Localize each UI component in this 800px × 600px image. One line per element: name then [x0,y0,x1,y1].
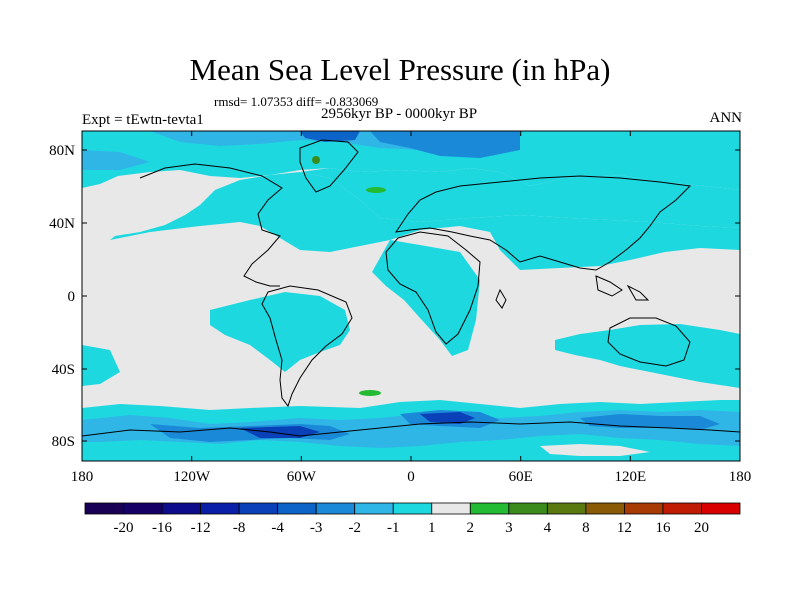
south-atlantic-positive [359,390,381,396]
arctic-core-negative [300,131,360,142]
colorbar-swatch [585,502,625,515]
greenland-coast [299,139,359,193]
south-pacific-negative-region [82,345,120,386]
colorbar-label: -4 [271,520,284,536]
lat-label: 40S [52,362,75,378]
colorbar-label: 16 [655,520,671,536]
colorbar-swatch [200,502,240,515]
colorbar-swatch [431,502,471,515]
africa-negative-region [372,240,480,356]
midlat-negative-region [110,172,740,270]
colorbar-label: 12 [617,520,632,536]
lat-label: 80N [49,143,75,159]
colorbar-label: -16 [152,520,172,536]
colorbar-swatch [354,502,394,515]
colorbar: -20 -16 -12 -8 -4 -3 -2 -1 1 2 3 4 8 12 16 20 [84,502,741,536]
colorbar-swatch [624,502,664,515]
season-label: ANN [709,110,743,126]
colorbar-swatch [508,502,548,515]
australia-negative-region [555,324,740,388]
eurasia-negative-region [300,168,740,228]
colorbar-label: -12 [191,520,211,536]
colorbar-swatch [392,502,433,515]
lat-label: 40N [49,216,75,232]
greenland-positive [312,156,320,164]
colorbar-label: 8 [582,520,590,536]
south-america-coast [261,285,353,408]
southern-ocean-very-strong-negative-east [420,412,475,424]
colorbar-swatch [277,502,317,515]
lat-label: 0 [68,289,76,305]
colorbar-label: -2 [348,520,361,536]
antarctica-coast [82,421,740,437]
pressure-field [82,131,740,461]
lon-label: 120E [614,469,646,485]
colorbar-label: -8 [233,520,246,536]
lon-label: 120W [173,469,211,485]
colorbar-label: -20 [114,520,134,536]
colorbar-swatch [238,502,279,515]
colorbar-swatch [469,502,510,515]
period-label: 2956kyr BP - 0000kyr BP [321,106,478,122]
colorbar-swatch [161,502,201,515]
colorbar-swatch [315,502,356,515]
north-america-coast [139,163,283,287]
eurasia-coast [394,175,692,271]
arctic-negative-region [82,131,740,190]
latitude-axis: 80N 40N 0 40S 80S [49,143,740,450]
lon-label: 0 [407,469,415,485]
colorbar-swatch [662,502,702,515]
lat-label: 80S [52,434,75,450]
colorbar-label: 20 [694,520,709,536]
lon-label: 180 [729,469,752,485]
africa-coast [385,231,481,345]
colorbar-swatch [546,502,587,515]
colorbar-label: -3 [310,520,323,536]
map-title: Mean Sea Level Pressure (in hPa) [189,52,611,87]
southern-ocean-neutral-patch [540,444,650,456]
colorbar-swatch [84,502,124,515]
colorbar-swatch [123,502,163,515]
greenland-sea-positive [366,187,386,193]
colorbar-swatch [701,502,741,515]
coastlines [82,139,740,437]
colorbar-label: 4 [544,520,552,536]
colorbar-label: 1 [428,520,436,536]
alaska-negative [82,150,150,170]
longitude-axis: 180 120W 60W 0 60E 120E 180 [71,131,752,485]
south-america-negative-region [210,292,350,372]
colorbar-label: 2 [467,520,475,536]
lon-label: 180 [71,469,94,485]
stats-line: rmsd= 1.07353 diff= -0.833069 [214,94,379,109]
colorbar-label: -1 [387,520,400,536]
arctic-strong-negative [370,131,520,158]
colorbar-label: 3 [505,520,513,536]
lon-label: 60E [509,469,533,485]
experiment-label: Expt = tEwtn-tevta1 [82,112,204,128]
southern-ocean-very-strong-negative [240,426,320,438]
australia-coast [607,317,691,367]
lon-label: 60W [287,469,317,485]
island-coasts [495,275,650,309]
